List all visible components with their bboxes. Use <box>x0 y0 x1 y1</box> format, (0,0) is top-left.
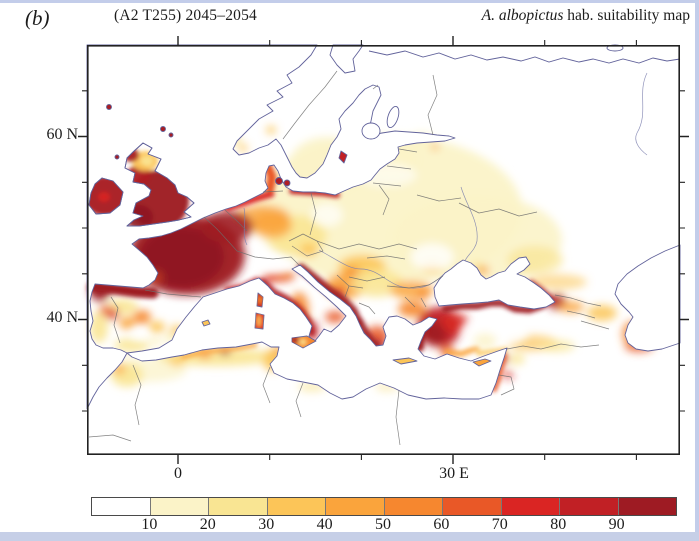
island-gotland <box>338 150 348 164</box>
x-axis-label-30e: 30 E <box>439 465 469 482</box>
caspian-sea <box>614 244 681 352</box>
country-borders <box>88 70 610 446</box>
river-volga <box>635 72 648 156</box>
colorbar-segments <box>91 497 677 516</box>
colorbar-segment <box>149 498 208 515</box>
river-danube <box>318 249 445 289</box>
island-mallorca <box>201 319 211 327</box>
colorbar-segment <box>266 498 325 515</box>
black-sea <box>433 256 556 310</box>
island-cyprus <box>472 358 492 367</box>
colorbar-label: 40 <box>316 516 333 533</box>
hebrides <box>114 154 120 160</box>
page-edge-right <box>695 0 699 541</box>
page-edge-bottom <box>0 532 699 541</box>
x-axis-label-0: 0 <box>174 465 182 482</box>
river-rhine <box>243 207 248 246</box>
atlantic-north-baltic-sea <box>86 44 456 410</box>
rivers <box>243 72 648 289</box>
colorbar-labels: 10 20 30 40 50 60 70 80 90 <box>91 516 677 536</box>
lake-ladoga <box>361 122 381 140</box>
species-name: A. albopictus <box>481 7 564 24</box>
colorbar-segment <box>325 498 384 515</box>
danish-isles <box>275 177 283 185</box>
sea-coastlines <box>86 44 681 410</box>
colorbar-segment <box>92 498 150 515</box>
graticule-minor-ticks <box>82 40 685 460</box>
map-frame <box>78 36 689 464</box>
colorbar-segment <box>617 498 676 515</box>
colorbar-label: 10 <box>141 516 158 533</box>
scenario-title: (A2 T255) 2045–2054 <box>114 7 258 24</box>
shetland-isles <box>160 126 166 132</box>
colorbar-label: 70 <box>491 516 508 533</box>
map-title-rest: hab. suitability map <box>563 7 690 24</box>
page-edge-top <box>0 0 699 3</box>
europe-suitability-map <box>78 36 689 464</box>
colorbar-label: 60 <box>433 516 450 533</box>
white-sea <box>329 44 364 74</box>
colorbar-label: 20 <box>199 516 216 533</box>
faroe-isles <box>106 104 112 110</box>
river-dnieper <box>460 186 478 262</box>
colorbar-segment <box>208 498 267 515</box>
lake-onega <box>386 105 400 129</box>
colorbar-label: 80 <box>550 516 567 533</box>
mediterranean-sea <box>126 264 508 400</box>
map-title: A. albopictus hab. suitability map <box>482 7 690 25</box>
y-axis-label-60n: 60 N <box>46 126 78 143</box>
colorbar-label: 50 <box>375 516 391 533</box>
colorbar-label: 30 <box>258 516 275 533</box>
panel-letter: (b) <box>25 6 50 30</box>
colorbar-segment <box>559 498 618 515</box>
graticule-ticks <box>78 36 689 464</box>
colorbar-segment <box>383 498 442 515</box>
island-crete <box>392 357 418 365</box>
y-axis-label-40n: 40 N <box>46 309 78 326</box>
colorbar-segment <box>442 498 501 515</box>
colorbar-segment <box>500 498 559 515</box>
colorbar-label: 90 <box>608 516 625 533</box>
